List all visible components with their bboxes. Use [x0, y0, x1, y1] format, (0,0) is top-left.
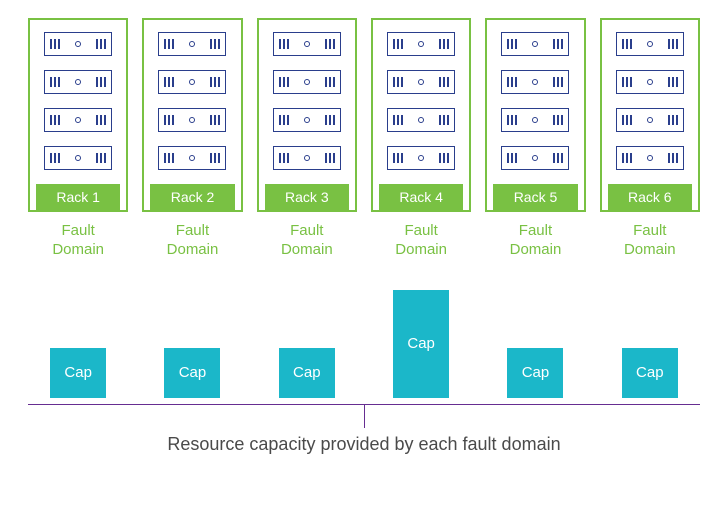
- server-led-icon: [75, 155, 81, 161]
- rack-label: Rack 4: [379, 184, 463, 210]
- server-unit: [616, 70, 684, 94]
- rack-column: Rack 3 FaultDomain: [257, 18, 357, 260]
- rack: Rack 5: [485, 18, 585, 212]
- server-led-icon: [304, 79, 310, 85]
- rack-column: Rack 2 FaultDomain: [142, 18, 242, 260]
- server-led-icon: [75, 79, 81, 85]
- server-unit: [501, 108, 569, 132]
- server-led-icon: [189, 79, 195, 85]
- server-led-icon: [304, 117, 310, 123]
- server-unit: [44, 70, 112, 94]
- server-unit: [44, 32, 112, 56]
- server-led-icon: [647, 79, 653, 85]
- server-unit: [273, 70, 341, 94]
- fault-domain-label: FaultDomain: [395, 222, 447, 260]
- server-led-icon: [304, 41, 310, 47]
- server-led-icon: [647, 41, 653, 47]
- rack-label: Rack 2: [150, 184, 234, 210]
- capacity-column: Cap: [600, 348, 700, 398]
- fault-domain-label: FaultDomain: [281, 222, 333, 260]
- capacity-column: Cap: [257, 348, 357, 398]
- server-unit: [616, 108, 684, 132]
- server-led-icon: [418, 155, 424, 161]
- server-unit: [616, 32, 684, 56]
- rack-label: Rack 6: [608, 184, 692, 210]
- capacity-column: Cap: [142, 348, 242, 398]
- server-unit: [273, 108, 341, 132]
- server-led-icon: [75, 41, 81, 47]
- server-unit: [501, 70, 569, 94]
- server-unit: [273, 146, 341, 170]
- server-unit: [158, 146, 226, 170]
- server-led-icon: [189, 41, 195, 47]
- capacity-column: Cap: [485, 348, 585, 398]
- server-led-icon: [532, 117, 538, 123]
- rack: Rack 4: [371, 18, 471, 212]
- fault-domain-label: FaultDomain: [510, 222, 562, 260]
- rack-label: Rack 3: [265, 184, 349, 210]
- rack-label: Rack 1: [36, 184, 120, 210]
- server-led-icon: [418, 117, 424, 123]
- capacity-column: Cap: [28, 348, 128, 398]
- server-led-icon: [189, 117, 195, 123]
- server-led-icon: [532, 79, 538, 85]
- server-led-icon: [532, 155, 538, 161]
- capacity-box: Cap: [279, 348, 335, 398]
- server-unit: [387, 70, 455, 94]
- capacity-box: Cap: [622, 348, 678, 398]
- fault-domain-label: FaultDomain: [624, 222, 676, 260]
- fault-domain-label: FaultDomain: [167, 222, 219, 260]
- fault-domain-diagram: Rack 1FaultDomainRack 2FaultDomainRack 3…: [0, 0, 728, 519]
- rack: Rack 2: [142, 18, 242, 212]
- rack-column: Rack 1 FaultDomain: [28, 18, 128, 260]
- server-led-icon: [647, 155, 653, 161]
- server-unit: [387, 146, 455, 170]
- rack: Rack 6: [600, 18, 700, 212]
- server-unit: [158, 70, 226, 94]
- server-unit: [501, 146, 569, 170]
- server-led-icon: [418, 79, 424, 85]
- server-unit: [44, 146, 112, 170]
- rack-column: Rack 4 FaultDomain: [371, 18, 471, 260]
- server-led-icon: [75, 117, 81, 123]
- server-unit: [387, 32, 455, 56]
- fault-domain-label: FaultDomain: [52, 222, 104, 260]
- server-led-icon: [189, 155, 195, 161]
- racks-row: Rack 1FaultDomainRack 2FaultDomainRack 3…: [28, 18, 700, 260]
- server-led-icon: [304, 155, 310, 161]
- capacity-bracket: [28, 404, 700, 434]
- diagram-caption: Resource capacity provided by each fault…: [28, 434, 700, 455]
- server-unit: [616, 146, 684, 170]
- capacity-row: Cap Cap Cap Cap Cap Cap: [28, 288, 700, 398]
- server-led-icon: [647, 117, 653, 123]
- rack-column: Rack 6 FaultDomain: [600, 18, 700, 260]
- capacity-box: Cap: [164, 348, 220, 398]
- server-unit: [501, 32, 569, 56]
- server-unit: [158, 32, 226, 56]
- server-unit: [44, 108, 112, 132]
- server-unit: [158, 108, 226, 132]
- server-unit: [387, 108, 455, 132]
- rack-label: Rack 5: [493, 184, 577, 210]
- server-unit: [273, 32, 341, 56]
- rack: Rack 1: [28, 18, 128, 212]
- capacity-box: Cap: [50, 348, 106, 398]
- capacity-box: Cap: [507, 348, 563, 398]
- capacity-column: Cap: [371, 290, 471, 398]
- capacity-box: Cap: [393, 290, 449, 398]
- rack-column: Rack 5 FaultDomain: [485, 18, 585, 260]
- rack: Rack 3: [257, 18, 357, 212]
- server-led-icon: [532, 41, 538, 47]
- server-led-icon: [418, 41, 424, 47]
